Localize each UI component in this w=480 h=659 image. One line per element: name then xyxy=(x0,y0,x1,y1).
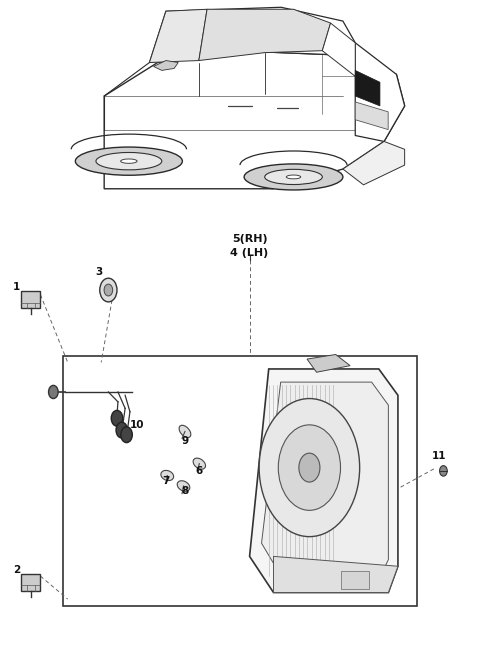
Polygon shape xyxy=(355,71,380,106)
Circle shape xyxy=(121,427,132,443)
Ellipse shape xyxy=(193,458,205,469)
Circle shape xyxy=(440,466,447,476)
Bar xyxy=(21,291,40,308)
Text: 10: 10 xyxy=(130,420,144,430)
Text: 6: 6 xyxy=(196,466,203,476)
Polygon shape xyxy=(355,102,388,130)
Ellipse shape xyxy=(264,169,323,185)
Text: 11: 11 xyxy=(432,451,446,461)
Polygon shape xyxy=(104,51,405,188)
Polygon shape xyxy=(323,23,355,76)
Circle shape xyxy=(116,422,128,438)
Text: 3: 3 xyxy=(95,268,102,277)
Polygon shape xyxy=(274,556,398,592)
Ellipse shape xyxy=(286,175,300,179)
Ellipse shape xyxy=(179,425,191,438)
Polygon shape xyxy=(262,382,388,579)
Polygon shape xyxy=(149,9,207,63)
Ellipse shape xyxy=(75,147,182,175)
Circle shape xyxy=(100,278,117,302)
Polygon shape xyxy=(154,61,178,71)
Circle shape xyxy=(259,399,360,536)
Text: 1: 1 xyxy=(13,282,20,292)
Circle shape xyxy=(104,284,113,296)
Bar xyxy=(21,574,40,591)
Ellipse shape xyxy=(177,480,190,492)
Polygon shape xyxy=(343,142,405,185)
Polygon shape xyxy=(307,355,350,372)
Text: 8: 8 xyxy=(181,486,189,496)
Polygon shape xyxy=(355,43,405,142)
Bar xyxy=(63,356,417,606)
Polygon shape xyxy=(199,9,331,61)
Ellipse shape xyxy=(161,471,174,480)
Circle shape xyxy=(111,411,123,426)
Polygon shape xyxy=(250,369,398,592)
Circle shape xyxy=(299,453,320,482)
Bar xyxy=(340,571,369,589)
Text: 2: 2 xyxy=(13,565,20,575)
Ellipse shape xyxy=(96,152,162,170)
Text: 5(RH): 5(RH) xyxy=(232,235,267,244)
Text: 7: 7 xyxy=(162,476,169,486)
Circle shape xyxy=(278,425,340,510)
Circle shape xyxy=(48,386,58,399)
Text: 4 (LH): 4 (LH) xyxy=(230,248,269,258)
Ellipse shape xyxy=(244,164,343,190)
Ellipse shape xyxy=(120,159,137,163)
Text: 9: 9 xyxy=(181,436,189,446)
Polygon shape xyxy=(149,7,355,63)
